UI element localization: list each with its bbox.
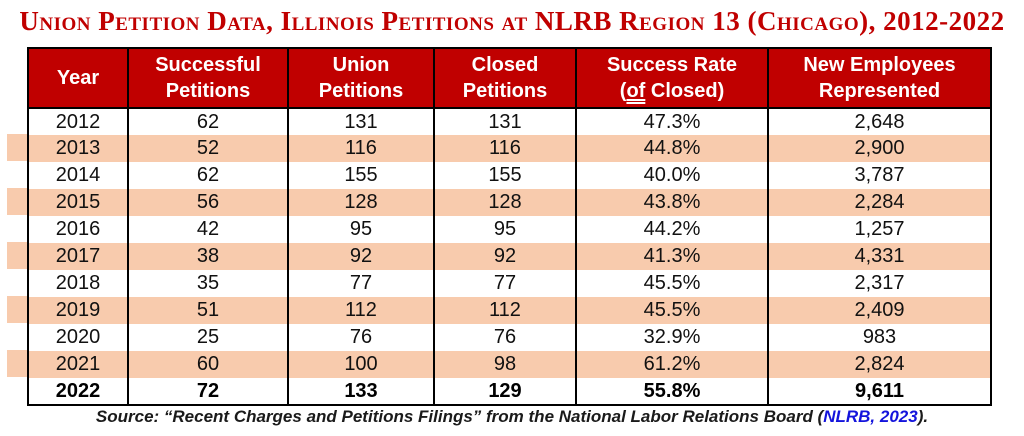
data-cell: 45.5% <box>575 270 769 297</box>
union-petition-table: Year Successful Petitions Union Petitions Clo… <box>27 47 992 406</box>
year-cell: 2019 <box>27 297 129 324</box>
row-stripe-bleed <box>7 107 27 404</box>
data-cell: 62 <box>127 162 289 189</box>
data-cell: 44.2% <box>575 216 769 243</box>
table-row-2018: 2018 35 77 77 45.5% 2,317 <box>27 270 992 297</box>
year-cell: 2016 <box>27 216 129 243</box>
data-cell: 116 <box>433 135 577 162</box>
source-note: Source: “Recent Charges and Petitions Fi… <box>0 407 1024 427</box>
column-header-success-rate: Success Rate (of Closed) <box>575 48 769 109</box>
data-cell: 77 <box>287 270 435 297</box>
table-row-2012: 2012 62 131 131 47.3% 2,648 <box>27 108 992 135</box>
column-header-union: Union Petitions <box>287 48 435 109</box>
column-header-year: Year <box>27 48 129 109</box>
year-cell: 2020 <box>27 324 129 351</box>
data-cell: 2,824 <box>767 351 992 378</box>
data-cell: 41.3% <box>575 243 769 270</box>
data-cell: 92 <box>287 243 435 270</box>
column-header-closed: Closed Petitions <box>433 48 577 109</box>
data-cell: 51 <box>127 297 289 324</box>
year-cell: 2014 <box>27 162 129 189</box>
data-cell: 4,331 <box>767 243 992 270</box>
table-row-2022: 2022 72 133 129 55.8% 9,611 <box>27 378 992 405</box>
data-cell: 44.8% <box>575 135 769 162</box>
data-cell: 92 <box>433 243 577 270</box>
year-cell: 2022 <box>27 378 129 405</box>
data-cell: 1,257 <box>767 216 992 243</box>
data-cell: 42 <box>127 216 289 243</box>
data-cell: 2,900 <box>767 135 992 162</box>
data-cell: 128 <box>433 189 577 216</box>
year-cell: 2018 <box>27 270 129 297</box>
data-cell: 9,611 <box>767 378 992 405</box>
data-cell: 35 <box>127 270 289 297</box>
data-cell: 3,787 <box>767 162 992 189</box>
data-cell: 60 <box>127 351 289 378</box>
year-cell: 2015 <box>27 189 129 216</box>
data-cell: 100 <box>287 351 435 378</box>
table-row-2017: 2017 38 92 92 41.3% 4,331 <box>27 243 992 270</box>
data-cell: 61.2% <box>575 351 769 378</box>
data-cell: 62 <box>127 108 289 135</box>
data-cell: 95 <box>433 216 577 243</box>
data-cell: 2,284 <box>767 189 992 216</box>
data-cell: 43.8% <box>575 189 769 216</box>
data-cell: 45.5% <box>575 297 769 324</box>
source-link[interactable]: NLRB, 2023 <box>823 407 918 426</box>
header-row: Year Successful Petitions Union Petitions Clo… <box>27 48 992 109</box>
table-row-2020: 2020 25 76 76 32.9% 983 <box>27 324 992 351</box>
table-row-2013: 2013 52 116 116 44.8% 2,900 <box>27 135 992 162</box>
page-title: Union Petition Data, Illinois Petitions … <box>19 6 1005 36</box>
table-body: 2012 62 131 131 47.3% 2,648 2013 52 116 116 44.8% 2… <box>27 108 992 405</box>
data-cell: 47.3% <box>575 108 769 135</box>
data-cell: 155 <box>433 162 577 189</box>
column-header-successful: Successful Petitions <box>127 48 289 109</box>
table-row-2019: 2019 51 112 112 45.5% 2,409 <box>27 297 992 324</box>
source-text: Source: “Recent Charges and Petitions Fi… <box>95 407 824 426</box>
data-cell: 76 <box>433 324 577 351</box>
year-cell: 2021 <box>27 351 129 378</box>
data-cell: 98 <box>433 351 577 378</box>
data-cell: 983 <box>767 324 992 351</box>
data-cell: 72 <box>127 378 289 405</box>
data-cell: 112 <box>287 297 435 324</box>
data-cell: 55.8% <box>575 378 769 405</box>
data-cell: 38 <box>127 243 289 270</box>
data-cell: 155 <box>287 162 435 189</box>
year-cell: 2013 <box>27 135 129 162</box>
year-cell: 2012 <box>27 108 129 135</box>
data-cell: 131 <box>433 108 577 135</box>
source-text-end: ). <box>917 407 929 426</box>
data-cell: 40.0% <box>575 162 769 189</box>
data-cell: 52 <box>127 135 289 162</box>
data-cell: 129 <box>433 378 577 405</box>
table-row-2014: 2014 62 155 155 40.0% 3,787 <box>27 162 992 189</box>
data-cell: 76 <box>287 324 435 351</box>
data-cell: 133 <box>287 378 435 405</box>
year-cell: 2017 <box>27 243 129 270</box>
data-cell: 116 <box>287 135 435 162</box>
data-cell: 56 <box>127 189 289 216</box>
table-row-2015: 2015 56 128 128 43.8% 2,284 <box>27 189 992 216</box>
table-row-2021: 2021 60 100 98 61.2% 2,824 <box>27 351 992 378</box>
table-header: Year Successful Petitions Union Petitions Clo… <box>27 48 992 109</box>
data-cell: 2,648 <box>767 108 992 135</box>
data-cell: 131 <box>287 108 435 135</box>
data-cell: 2,409 <box>767 297 992 324</box>
data-cell: 112 <box>433 297 577 324</box>
data-cell: 77 <box>433 270 577 297</box>
table-row-2016: 2016 42 95 95 44.2% 1,257 <box>27 216 992 243</box>
data-cell: 25 <box>127 324 289 351</box>
data-cell: 95 <box>287 216 435 243</box>
data-cell: 128 <box>287 189 435 216</box>
data-cell: 2,317 <box>767 270 992 297</box>
data-cell: 32.9% <box>575 324 769 351</box>
column-header-new-employees: New Employees Represented <box>767 48 992 109</box>
